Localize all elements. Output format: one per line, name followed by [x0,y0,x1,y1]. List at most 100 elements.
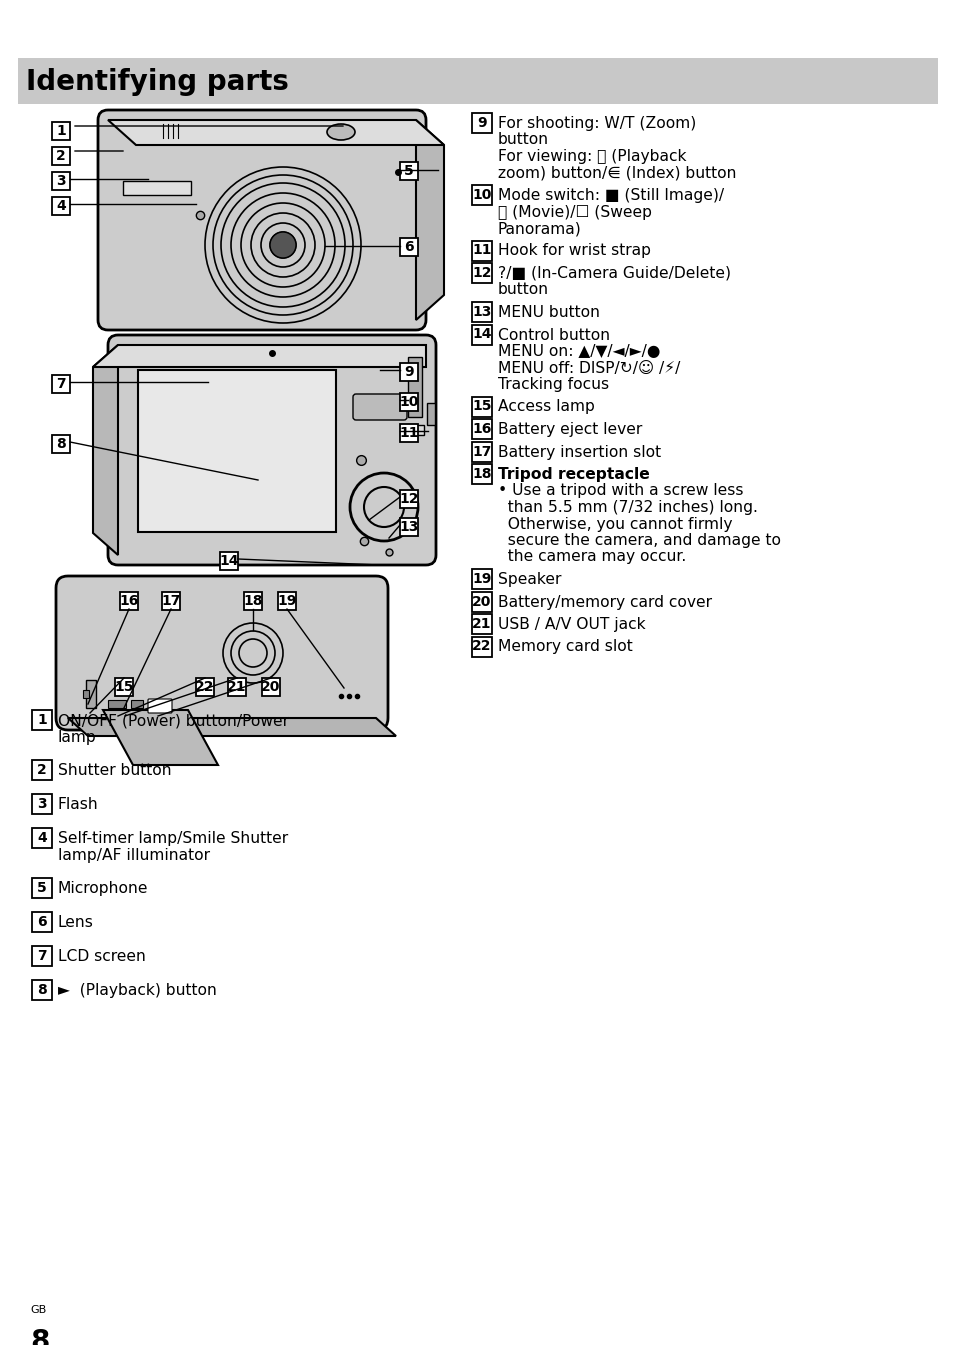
Text: 5: 5 [404,164,414,178]
Bar [131,699,143,707]
Text: the camera may occur.: the camera may occur. [497,550,685,565]
Text: 22: 22 [472,639,491,654]
Text: For viewing: Ⓠ (Playback: For viewing: Ⓠ (Playback [497,149,686,164]
Bar [472,464,492,484]
Text: 3: 3 [56,174,66,188]
Circle shape [364,487,403,527]
Bar [472,569,492,589]
Text: MENU off: DISP/↻/☺ /⚡/: MENU off: DISP/↻/☺ /⚡/ [497,360,679,375]
Text: 20: 20 [261,681,280,694]
Bar [472,636,492,656]
Text: Self-timer lamp/Smile Shutter: Self-timer lamp/Smile Shutter [58,831,288,846]
FancyBboxPatch shape [148,699,172,713]
Text: 5: 5 [37,881,47,894]
Text: Access lamp: Access lamp [497,399,595,414]
Bar [32,981,52,999]
Text: 7: 7 [56,377,66,391]
Bar [32,760,52,780]
Bar [83,690,89,698]
Text: GB: GB [30,1305,46,1315]
Text: Hook for wrist strap: Hook for wrist strap [497,243,650,258]
Text: 3: 3 [37,798,47,811]
Bar [52,375,70,393]
Text: ►  (Playback) button: ► (Playback) button [58,983,216,998]
Text: 20: 20 [472,594,491,608]
Text: 8: 8 [37,983,47,997]
Bar [399,393,417,412]
Bar [32,946,52,966]
Bar [472,186,492,204]
Text: Memory card slot: Memory card slot [497,639,632,655]
Bar [86,681,96,707]
Bar [138,370,335,533]
Text: 15: 15 [472,399,491,413]
Text: For shooting: W/T (Zoom): For shooting: W/T (Zoom) [497,116,696,130]
Text: 19: 19 [277,594,296,608]
Text: 16: 16 [472,422,491,436]
Text: 22: 22 [195,681,214,694]
Bar [472,241,492,261]
Bar [408,356,421,417]
Bar [32,794,52,814]
Text: 18: 18 [472,467,491,482]
Text: lamp/AF illuminator: lamp/AF illuminator [58,847,210,863]
Bar [32,829,52,847]
Text: LCD screen: LCD screen [58,950,146,964]
Bar [406,425,423,434]
Text: 17: 17 [472,444,491,459]
Text: ON/OFF (Power) button/Power: ON/OFF (Power) button/Power [58,713,289,728]
Bar [195,678,213,695]
Text: 12: 12 [472,266,491,280]
FancyBboxPatch shape [56,576,388,730]
Bar [52,122,70,140]
Bar [32,878,52,898]
Bar [108,699,126,707]
Bar [52,434,70,453]
Bar [472,397,492,417]
Polygon shape [68,718,395,736]
Text: Tracking focus: Tracking focus [497,377,608,391]
Text: 16: 16 [119,594,138,608]
Ellipse shape [327,124,355,140]
Text: Shutter button: Shutter button [58,763,172,777]
Text: MENU on: ▲/▼/◄/►/●: MENU on: ▲/▼/◄/►/● [497,344,659,359]
Text: Mode switch: ■ (Still Image)/: Mode switch: ■ (Still Image)/ [497,188,723,203]
Text: 1: 1 [37,713,47,728]
Text: Battery insertion slot: Battery insertion slot [497,444,660,460]
Text: Speaker: Speaker [497,572,560,586]
Text: 4: 4 [56,199,66,213]
Text: than 5.5 mm (7/32 inches) long.: than 5.5 mm (7/32 inches) long. [497,500,757,515]
Text: 7: 7 [37,950,47,963]
Text: 11: 11 [472,243,491,257]
Text: Microphone: Microphone [58,881,149,896]
Text: 8: 8 [56,437,66,451]
Bar [52,147,70,165]
Text: 11: 11 [399,426,418,440]
FancyBboxPatch shape [98,110,426,330]
Text: Battery/memory card cover: Battery/memory card cover [497,594,711,609]
FancyBboxPatch shape [353,394,407,420]
Text: 21: 21 [472,617,491,631]
Text: 4: 4 [37,831,47,845]
Bar [472,615,492,633]
Text: MENU button: MENU button [497,305,599,320]
Text: Tripod receptacle: Tripod receptacle [497,467,649,482]
Text: button: button [497,133,549,148]
Text: Control button: Control button [497,327,610,343]
Polygon shape [92,346,426,367]
Bar [472,113,492,133]
Text: • Use a tripod with a screw less: • Use a tripod with a screw less [497,483,742,499]
Text: secure the camera, and damage to: secure the camera, and damage to [497,533,781,547]
Bar [115,678,132,695]
Text: 12: 12 [399,492,418,506]
Text: 9: 9 [404,364,414,379]
Text: 6: 6 [37,915,47,929]
Polygon shape [103,710,218,765]
Bar [399,238,417,256]
Bar [472,303,492,321]
Polygon shape [108,120,443,145]
Bar [262,678,280,695]
Bar [472,264,492,282]
Text: lamp: lamp [58,730,96,745]
Bar [18,58,937,104]
